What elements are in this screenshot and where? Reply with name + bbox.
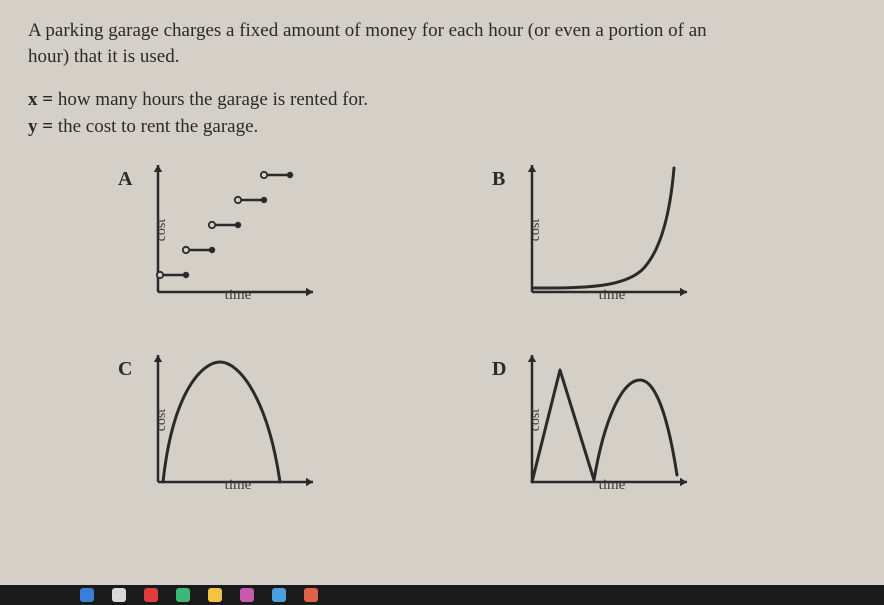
graph-B-curve [534, 168, 674, 288]
graph-C: C cost time [118, 350, 398, 530]
graph-C-xlabel: time [148, 477, 328, 494]
taskbar [0, 585, 884, 605]
var-x-desc: how many hours the garage is rented for. [58, 89, 368, 110]
variable-definitions: x = how many hours the garage is rented … [28, 87, 856, 140]
taskbar-icon-3[interactable] [176, 588, 190, 602]
graph-D: D cost time [492, 350, 772, 530]
graph-A-axes [154, 165, 313, 296]
taskbar-icon-0[interactable] [80, 588, 94, 602]
graph-C-axes [154, 355, 313, 486]
graph-A-ylabel: cost [154, 219, 170, 242]
var-y-desc: the cost to rent the garage. [58, 116, 258, 137]
graph-B-ylabel: cost [528, 219, 544, 242]
var-y-symbol: y = [28, 116, 53, 137]
taskbar-icon-6[interactable] [272, 588, 286, 602]
graph-D-curve [532, 370, 677, 482]
graph-B-label: B [492, 168, 505, 191]
taskbar-icon-1[interactable] [112, 588, 126, 602]
graph-B: B cost time [492, 160, 772, 340]
var-x-symbol: x = [28, 89, 53, 110]
graph-D-ylabel: cost [528, 409, 544, 432]
graph-C-label: C [118, 358, 132, 381]
taskbar-icon-5[interactable] [240, 588, 254, 602]
graph-A-xlabel: time [148, 287, 328, 304]
taskbar-icon-2[interactable] [144, 588, 158, 602]
graph-B-xlabel: time [522, 287, 702, 304]
problem-line2: hour) that it is used. [28, 46, 179, 67]
graph-C-ylabel: cost [154, 409, 170, 432]
problem-statement: A parking garage charges a fixed amount … [28, 18, 856, 69]
problem-line1: A parking garage charges a fixed amount … [28, 20, 707, 41]
graph-A: A cost time [118, 160, 398, 340]
graph-D-label: D [492, 358, 506, 381]
graphs-grid: A cost time B cost time [28, 160, 856, 530]
graph-A-label: A [118, 168, 132, 191]
graph-D-xlabel: time [522, 477, 702, 494]
taskbar-icon-7[interactable] [304, 588, 318, 602]
graph-C-curve [163, 362, 280, 482]
graph-A-data [157, 172, 293, 278]
taskbar-icon-4[interactable] [208, 588, 222, 602]
